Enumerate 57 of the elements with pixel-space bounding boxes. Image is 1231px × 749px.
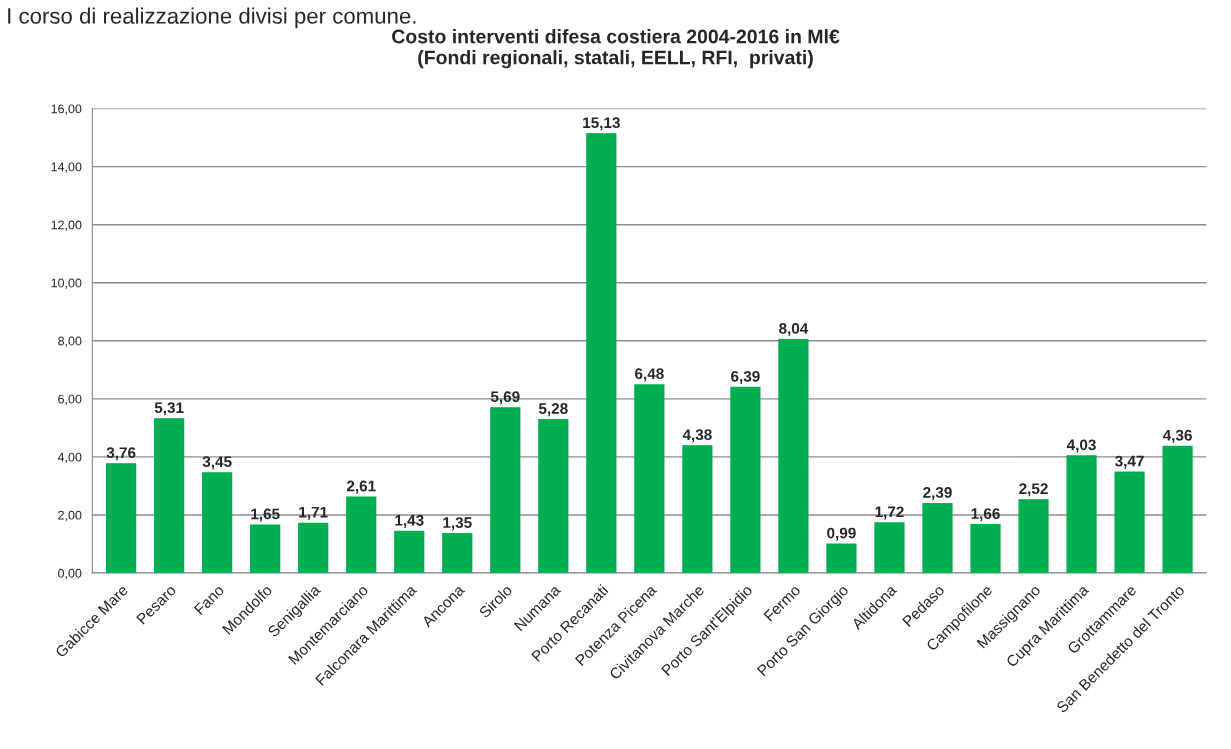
data-label: 0,99 [827, 527, 856, 541]
data-label: 5,31 [154, 402, 184, 416]
data-label: 3,45 [202, 456, 232, 470]
data-label: 6,39 [731, 370, 760, 384]
data-label: 1,65 [251, 508, 280, 522]
text: I corso di realizzazione divisi per comune. [8, 7, 416, 29]
bar [730, 386, 761, 573]
data-label: 8,04 [779, 323, 809, 337]
y-tick-label: 16,00 [51, 104, 82, 115]
y-tick-label: 10,00 [51, 278, 82, 289]
data-label: 4,03 [1066, 439, 1096, 453]
bar [154, 418, 185, 573]
bar [1114, 471, 1145, 573]
bar [298, 522, 329, 573]
chart-title: Costo interventi difesa costiera 2004-2016 in Ml€ (Fondi regionali, statali, EELL, RFI, privati) [392, 29, 840, 69]
data-label: 1,71 [299, 506, 328, 520]
data-label: 1,66 [971, 508, 1000, 522]
data-label: 6,48 [635, 368, 664, 382]
bar [394, 530, 425, 573]
bar [202, 472, 233, 573]
data-label: 3,76 [106, 447, 136, 461]
y-tick-label: 0,00 [58, 568, 82, 580]
data-label: 3,47 [1115, 455, 1144, 469]
bar [682, 445, 713, 573]
data-label: 15,13 [583, 117, 620, 131]
y-tick-label: 12,00 [51, 220, 82, 231]
y-tick-label: 2,00 [58, 510, 82, 522]
bar [346, 496, 377, 573]
y-tick-label: 8,00 [58, 336, 82, 347]
bar [106, 463, 137, 573]
bar [826, 543, 857, 573]
data-label: 4,36 [1162, 429, 1192, 443]
bar [778, 338, 809, 573]
bar [586, 133, 617, 573]
data-label: 2,61 [346, 480, 376, 494]
y-tick-label: 6,00 [58, 394, 82, 405]
data-label: 1,35 [443, 517, 472, 531]
data-label: 4,38 [682, 429, 712, 443]
bar [970, 524, 1001, 573]
data-label: 5,69 [490, 391, 520, 405]
bar [874, 522, 905, 573]
data-label: 2,39 [923, 487, 952, 501]
bar [1018, 499, 1049, 573]
bar [442, 533, 473, 573]
bar [1162, 445, 1193, 573]
data-label: 1,43 [395, 514, 424, 528]
bar [250, 524, 281, 573]
y-tick-label: 4,00 [57, 452, 82, 464]
bar [538, 419, 569, 573]
bar [490, 407, 521, 573]
bar [922, 502, 953, 573]
bar [1066, 455, 1097, 573]
data-label: 1,72 [875, 506, 904, 520]
bar [634, 384, 665, 573]
data-label: 5,28 [538, 403, 568, 417]
data-label: 2,52 [1019, 483, 1048, 497]
y-tick-label: 14,00 [51, 162, 82, 173]
